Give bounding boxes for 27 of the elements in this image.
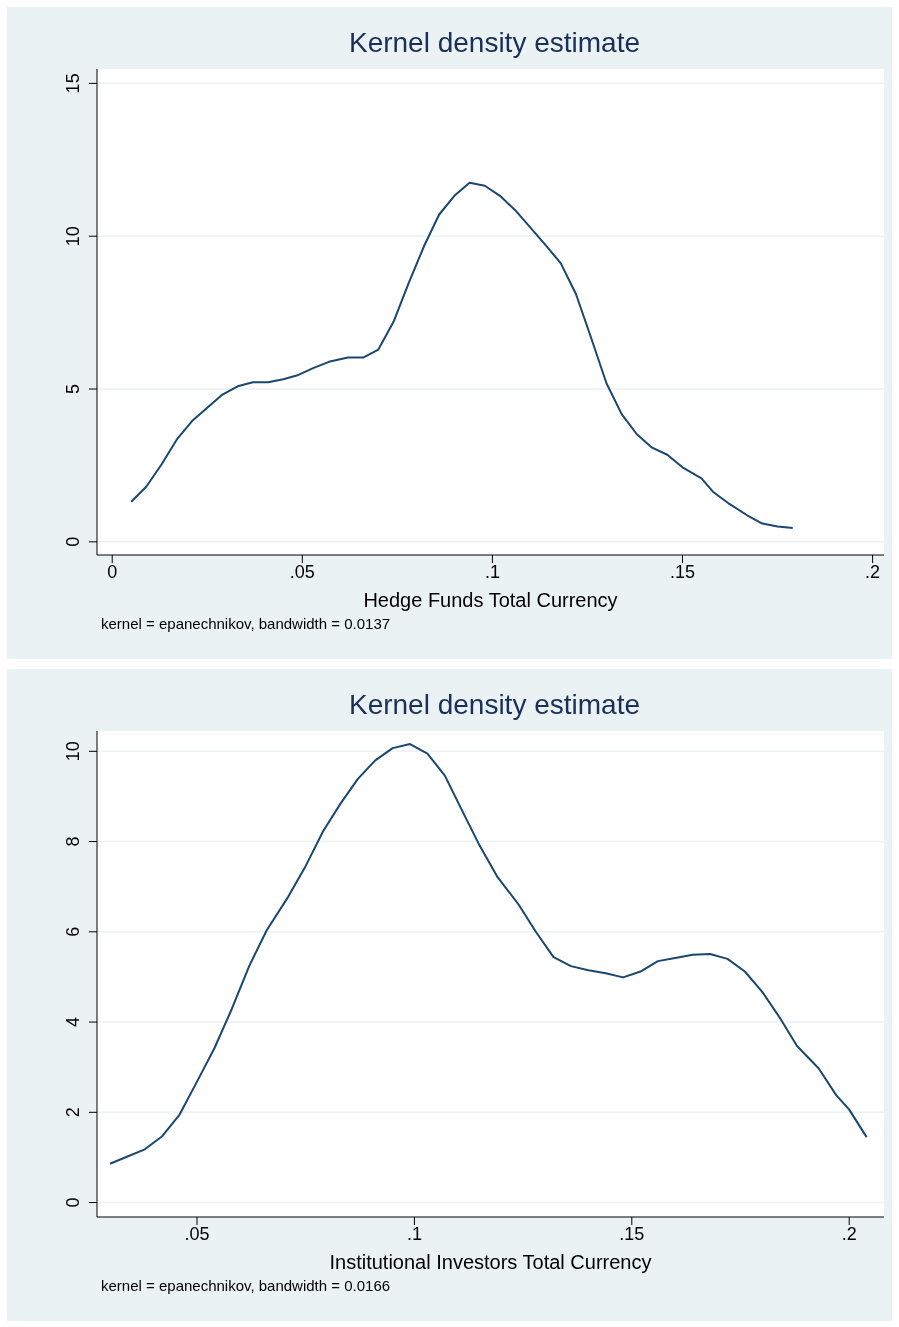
line-series [109,743,868,1165]
x-tick-label: .15 [619,1223,645,1244]
x-tick-label: .05 [184,1223,210,1244]
y-tick-label: 8 [63,836,83,847]
x-tick-label: .2 [841,1223,857,1244]
x-tick-label: 0 [107,561,118,582]
x-axis-title: Institutional Investors Total Currency [329,1251,652,1273]
x-axis-title: Hedge Funds Total Currency [363,589,618,611]
chart-title: Kernel density estimate [347,689,641,721]
x-tick-label: .15 [669,561,696,582]
x-tick-label: .2 [865,561,881,582]
x-tick-label: .1 [406,1223,422,1244]
y-tick-label: 0 [63,1197,83,1208]
x-tick-label: .1 [484,561,500,582]
y-tick-label: 10 [63,226,83,247]
line-series [130,181,794,530]
text: kernel = epanechnikov, bandwidth = 0.0137 [101,615,391,632]
y-tick-label: 10 [63,741,83,762]
y-tick-label: 4 [63,1017,83,1028]
y-tick-label: 2 [63,1107,83,1118]
x-tick-label: .05 [289,561,315,582]
y-tick-label: 5 [63,384,83,395]
y-tick-label: 15 [63,73,83,94]
y-tick-label: 0 [63,536,83,547]
text: kernel = epanechnikov, bandwidth = 0.0166 [101,1277,391,1294]
y-tick-label: 6 [63,926,83,937]
chart-title: Kernel density estimate [347,27,641,59]
